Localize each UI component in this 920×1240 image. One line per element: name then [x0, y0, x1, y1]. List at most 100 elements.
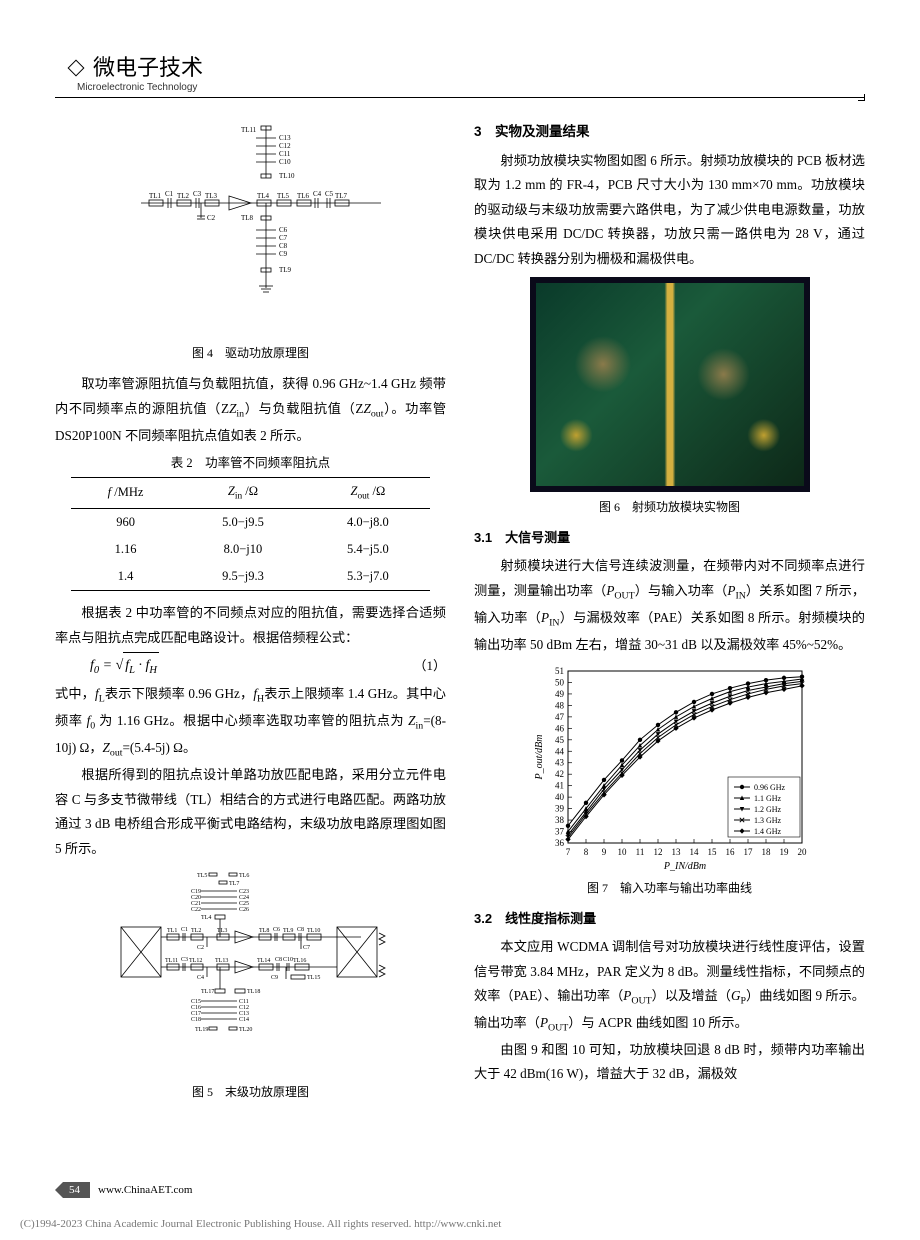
svg-text:36: 36 — [555, 838, 565, 848]
copyright-line: (C)1994-2023 China Academic Journal Elec… — [20, 1218, 501, 1230]
right-para3: 本文应用 WCDMA 调制信号对功放模块进行线性度评估，设置信号带宽 3.84 … — [474, 935, 865, 1038]
formula-1: f0 = √fL · fH （1） — [55, 652, 446, 680]
svg-text:C22: C22 — [191, 907, 201, 913]
svg-text:TL12: TL12 — [189, 958, 202, 964]
svg-text:48: 48 — [555, 700, 565, 710]
svg-text:TL16: TL16 — [293, 958, 306, 964]
svg-text:C7: C7 — [279, 234, 288, 242]
svg-text:C14: C14 — [239, 1017, 249, 1023]
svg-text:C2: C2 — [207, 214, 216, 222]
svg-text:TL2: TL2 — [177, 192, 190, 200]
svg-text:49: 49 — [555, 689, 565, 699]
svg-text:TL8: TL8 — [241, 214, 254, 222]
svg-text:C9: C9 — [271, 975, 278, 981]
svg-text:TL10: TL10 — [307, 928, 320, 934]
svg-text:C18: C18 — [191, 1017, 201, 1023]
fig7-chart: 3637383940414243444546474849505178910111… — [530, 663, 810, 873]
right-para2: 射频模块进行大信号连续波测量，在频带内对不同频率点进行测量，测量输出功率（POU… — [474, 554, 865, 657]
svg-text:0.96 GHz: 0.96 GHz — [754, 783, 786, 792]
right-para4: 由图 9 和图 10 可知，功放模块回退 8 dB 时，频带内功率输出大于 42… — [474, 1038, 865, 1087]
figure-5: TL5 TL6 TL7 C19C23 C20C24 C21C25 C22C26 … — [55, 867, 446, 1103]
svg-text:8: 8 — [583, 847, 588, 857]
fig5-caption: 图 5 末级功放原理图 — [55, 1081, 446, 1103]
left-para1: 取功率管源阻抗值与负载阻抗值，获得 0.96 GHz~1.4 GHz 频带内不同… — [55, 372, 446, 448]
svg-text:46: 46 — [555, 723, 565, 733]
svg-text:C6: C6 — [279, 226, 288, 234]
svg-text:C5: C5 — [325, 190, 334, 198]
svg-text:45: 45 — [555, 735, 565, 745]
svg-text:C13: C13 — [279, 134, 291, 142]
svg-text:TL3: TL3 — [217, 928, 227, 934]
svg-text:TL10: TL10 — [279, 172, 295, 180]
table2-title: 表 2 功率管不同频率阻抗点 — [55, 452, 446, 475]
svg-text:37: 37 — [555, 827, 565, 837]
svg-text:TL3: TL3 — [205, 192, 218, 200]
t2-col2: Zout /Ω — [305, 478, 430, 509]
svg-text:C12: C12 — [279, 142, 291, 150]
content-columns: TL11 C13 C12 C11 C10 TL10 TL1 C1 TL2 C3 … — [55, 112, 865, 1111]
svg-text:TL11: TL11 — [165, 958, 178, 964]
figure-7: 3637383940414243444546474849505178910111… — [474, 663, 865, 899]
fig4-caption: 图 4 驱动功放原理图 — [55, 342, 446, 364]
svg-text:C3: C3 — [193, 190, 202, 198]
svg-text:TL15: TL15 — [307, 975, 320, 981]
svg-text:TL5: TL5 — [277, 192, 290, 200]
svg-text:TL11: TL11 — [241, 126, 257, 134]
section-3-title: 3 实物及测量结果 — [474, 120, 865, 145]
svg-text:18: 18 — [761, 847, 771, 857]
svg-text:TL19: TL19 — [195, 1027, 208, 1033]
right-para1: 射频功放模块实物图如图 6 所示。射频功放模块的 PCB 板材选取为 1.2 m… — [474, 149, 865, 271]
svg-text:P_out/dBm: P_out/dBm — [534, 735, 545, 781]
svg-text:13: 13 — [671, 847, 681, 857]
svg-text:10: 10 — [617, 847, 627, 857]
svg-text:C1: C1 — [165, 190, 174, 198]
svg-text:C8: C8 — [275, 957, 282, 963]
table-2: f /MHz Zin /Ω Zout /Ω 9605.0−j9.54.0−j8.… — [71, 477, 431, 591]
svg-text:C3: C3 — [181, 957, 188, 963]
svg-text:TL8: TL8 — [259, 928, 269, 934]
svg-text:TL18: TL18 — [247, 989, 260, 995]
svg-text:TL9: TL9 — [279, 266, 292, 274]
svg-text:TL7: TL7 — [335, 192, 348, 200]
table-row: 1.168.0−j105.4−j5.0 — [71, 536, 431, 563]
formula-num: （1） — [413, 654, 446, 678]
svg-text:12: 12 — [653, 847, 662, 857]
svg-text:TL13: TL13 — [215, 958, 228, 964]
svg-text:16: 16 — [725, 847, 735, 857]
table-row: 9605.0−j9.54.0−j8.0 — [71, 508, 431, 536]
svg-text:TL4: TL4 — [257, 192, 270, 200]
svg-text:20: 20 — [797, 847, 807, 857]
pcb-photo — [530, 277, 810, 492]
svg-text:C10: C10 — [283, 957, 293, 963]
svg-text:C11: C11 — [279, 150, 291, 158]
svg-text:1.2 GHz: 1.2 GHz — [754, 805, 782, 814]
left-column: TL11 C13 C12 C11 C10 TL10 TL1 C1 TL2 C3 … — [55, 112, 446, 1111]
page-number: 54 — [55, 1182, 90, 1198]
svg-text:P_IN/dBm: P_IN/dBm — [662, 861, 705, 872]
svg-text:7: 7 — [565, 847, 570, 857]
svg-text:TL5: TL5 — [197, 873, 207, 879]
svg-text:TL6: TL6 — [239, 873, 249, 879]
svg-text:15: 15 — [707, 847, 717, 857]
figure-6: 图 6 射频功放模块实物图 — [474, 277, 865, 518]
svg-text:TL17: TL17 — [201, 989, 214, 995]
svg-text:1.4 GHz: 1.4 GHz — [754, 827, 782, 836]
t2-col0: f /MHz — [71, 478, 181, 509]
svg-text:51: 51 — [555, 666, 564, 676]
svg-text:TL1: TL1 — [149, 192, 162, 200]
svg-text:TL1: TL1 — [167, 928, 177, 934]
section-31-title: 3.1 大信号测量 — [474, 526, 865, 550]
svg-text:44: 44 — [555, 746, 565, 756]
left-para3: 式中，fL表示下限频率 0.96 GHz，fH表示上限频率 1.4 GHz。其中… — [55, 682, 446, 763]
left-para4: 根据所得到的阻抗点设计单路功放匹配电路，采用分立元件电容 C 与多支节微带线（T… — [55, 763, 446, 861]
svg-text:C9: C9 — [279, 250, 288, 258]
svg-text:C6: C6 — [273, 927, 280, 933]
fig5-schematic: TL5 TL6 TL7 C19C23 C20C24 C21C25 C22C26 … — [101, 867, 401, 1077]
svg-text:38: 38 — [555, 815, 565, 825]
fig7-caption: 图 7 输入功率与输出功率曲线 — [474, 877, 865, 899]
svg-text:14: 14 — [689, 847, 699, 857]
svg-text:TL6: TL6 — [297, 192, 310, 200]
svg-text:C10: C10 — [279, 158, 291, 166]
section-32-title: 3.2 线性度指标测量 — [474, 907, 865, 931]
svg-text:19: 19 — [779, 847, 789, 857]
